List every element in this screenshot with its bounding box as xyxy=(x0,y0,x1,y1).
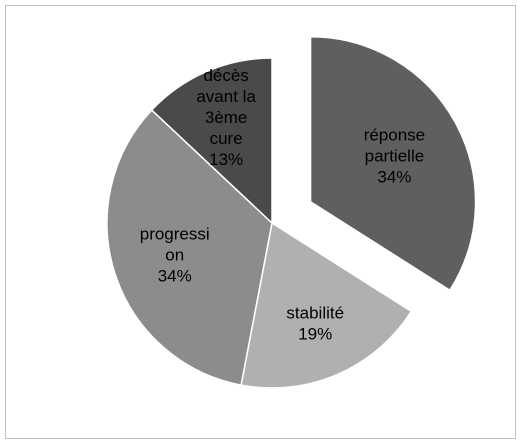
slice-label-line: 3ème xyxy=(205,108,248,127)
pie-slice-1 xyxy=(240,221,413,389)
pie-chart: réponse partielle 34% stabilité 19% progressi… xyxy=(106,36,477,389)
slice-label-1: stabilité 19% xyxy=(286,303,344,343)
slice-label-line: stabilité xyxy=(286,303,344,322)
slice-label-line: partielle xyxy=(365,147,425,166)
slice-label-0: réponse partielle 34% xyxy=(364,126,425,187)
slice-label-line: progressi xyxy=(140,225,210,244)
slice-label-line: décès xyxy=(203,66,248,85)
slice-label-line: avant la xyxy=(196,87,256,106)
pie-slice-0 xyxy=(309,36,477,292)
slice-label-line: 34% xyxy=(377,168,411,187)
slice-label-line: réponse xyxy=(364,126,425,145)
chart-frame: réponse partielle 34% stabilité 19% progressi… xyxy=(5,5,516,439)
pie-slice-3 xyxy=(150,57,273,225)
slice-label-line: on xyxy=(165,246,184,265)
slice-label-line: cure xyxy=(210,129,243,148)
slice-label-2: progressi on 34% xyxy=(140,225,210,286)
pie-slice-2 xyxy=(106,108,273,386)
slice-label-line: 19% xyxy=(298,324,332,343)
slice-label-line: 13% xyxy=(209,150,243,169)
slice-label-3: décès avant la 3ème cure 13% xyxy=(196,66,256,169)
slice-label-line: 34% xyxy=(158,267,192,286)
